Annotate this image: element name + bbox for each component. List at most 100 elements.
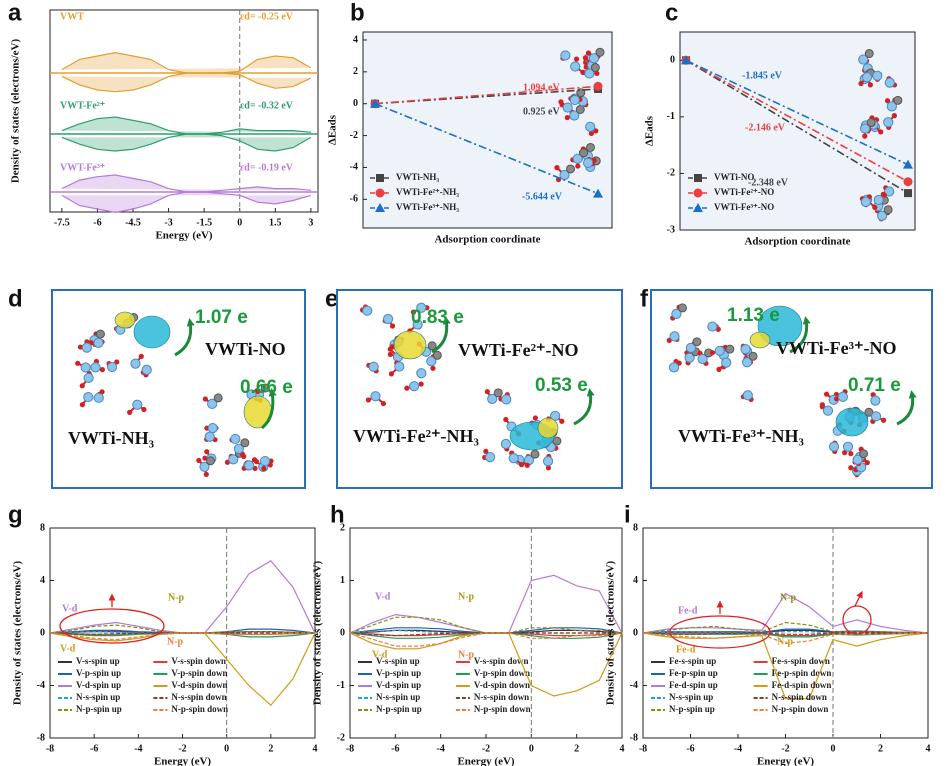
legend-marker [376,174,384,182]
x-tick-label: 2 [574,743,579,754]
metal-atom [132,399,143,410]
metal-atom [562,102,573,113]
charge-isosurface [537,417,559,439]
oxygen-atom [77,344,84,350]
panel-letter: f [640,285,649,312]
legend-label: V-d-spin up [376,680,421,690]
y-axis-label: Density of states (electrons/eV) [605,561,617,706]
dos-curve [349,632,622,637]
x-tick-label: -6 [93,217,101,228]
metal-atom [81,342,92,353]
oxygen-atom [848,465,854,471]
dos-curve [642,632,928,635]
metal-atom [416,302,427,313]
legend-label: VWTi-Fe²⁺-NH₃ [396,187,459,197]
oxygen-atom [864,460,870,466]
legend-label: N-p-spin down [772,704,829,714]
metal-atom [550,410,561,421]
value-label: 0.925 eV [523,106,560,117]
metal-atom [80,362,91,373]
annotation: N-p [777,636,794,647]
y-tick-label: -1 [667,111,675,122]
x-tick-label: -8 [46,743,54,754]
point-marker [370,98,380,108]
series-line [685,59,909,194]
metal-atom [93,392,104,403]
legend-marker [375,188,385,198]
y-tick-label: 4 [40,575,45,586]
metal-atom [822,405,834,416]
oxygen-atom [867,82,873,88]
panel-box [336,289,623,489]
charge-isosurface [393,330,427,360]
metal-atom [83,391,94,403]
structure-label: VWTi-NH₃ [68,428,155,448]
metal-atom [671,308,682,320]
annotation: V-d [372,649,388,660]
value-label: -1.845 eV [742,70,783,81]
transfer-arrow [431,316,451,354]
oxygen-atom [203,471,209,478]
oxygen-atom [559,418,565,424]
point-marker [903,177,913,187]
transfer-arrow [174,318,195,357]
structure-label: VWTi-Fe³⁺-NH₃ [678,426,805,446]
oxygen-atom [141,406,147,413]
x-tick-label: 4 [926,743,931,754]
oxygen-atom [594,70,600,76]
oxygen-atom [880,417,887,423]
charge-label: 0.71 e [848,375,901,396]
metal-atom [233,443,244,454]
x-tick-label: -4 [734,743,742,754]
nitrogen-atom [575,104,585,114]
x-axis-label: Energy (eV) [154,756,211,766]
legend-label: N-p-spin up [76,704,122,714]
metal-atom [668,362,680,373]
y-tick-label: 2 [353,66,358,77]
series-line [685,59,909,166]
y-tick-label: 0 [670,55,675,66]
metal-atom [861,72,873,83]
legend-label: N-s-spin up [76,692,120,702]
transfer-arrow [789,316,811,354]
panel-letter: g [8,501,23,528]
x-tick-label: -2 [178,743,186,754]
y-tick-label: 8 [633,522,638,533]
y-tick-label: -4 [630,680,638,691]
metal-atom [570,61,581,72]
nitrogen-atom [883,205,893,215]
oxygen-atom [75,360,81,366]
metal-atom [83,372,94,384]
metal-atom [508,453,519,464]
legend-label: N-p-spin up [669,704,715,714]
metal-atom [199,461,210,472]
oxygen-atom [79,383,85,389]
series-line [685,59,909,183]
legend-label: VWTi-NH₃ [396,172,439,182]
nitrogen-atom [427,341,437,351]
legend-marker [693,203,703,212]
metal-atom [204,431,215,442]
metal-atom [884,77,895,88]
metal-atom [93,337,104,348]
charge-label: 1.07 e [195,307,248,328]
y-tick-label: -3 [667,224,675,235]
metal-atom [884,186,895,197]
x-tick-label: 0 [529,743,534,754]
oxygen-atom [196,457,202,464]
y-axis-label: Density of states (electrons/eV) [12,561,24,706]
metal-atom [569,110,580,121]
legend-label: VWTi-Fe²⁺-NO [714,187,774,197]
d-band-center: εd= -0.25 eV [240,11,294,22]
x-tick-label: 1.5 [269,217,282,228]
metal-atom [130,358,141,369]
metal-atom [870,411,882,422]
metal-atom [487,393,498,404]
oxygen-atom [872,204,878,211]
metal-atom [542,455,554,467]
annotation: Fe-d [678,605,698,616]
x-tick-label: -2 [781,743,789,754]
dos-curve [642,592,929,634]
nitrogen-atom [893,95,903,105]
metal-atom [230,433,241,445]
